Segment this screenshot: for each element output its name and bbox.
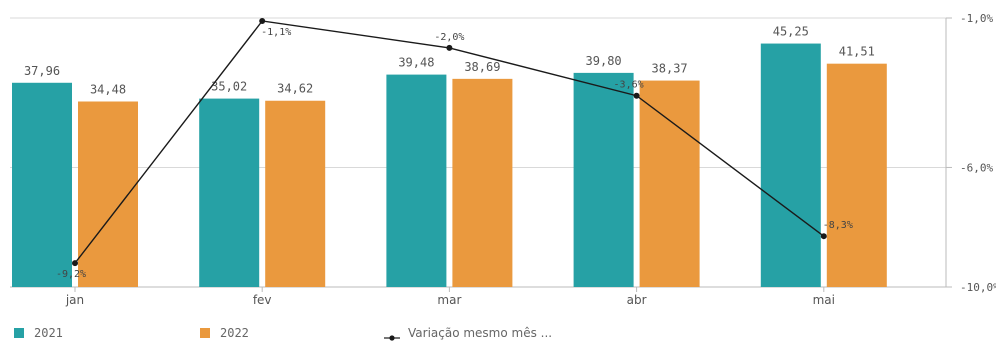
bar-2022-mar[interactable] xyxy=(452,78,513,287)
variation-point-label: -9,2% xyxy=(56,269,86,280)
variation-point-label: -3,6% xyxy=(614,80,644,91)
variation-polyline xyxy=(74,20,825,264)
axis-tick-label: -6,0% xyxy=(960,161,993,174)
legend-label-2022: 2022 xyxy=(220,326,249,340)
legend-label-variation: Variação mesmo mês ... xyxy=(408,326,553,340)
bar-value-label: 35,02 xyxy=(211,80,247,94)
legend-item-2021[interactable]: 2021 xyxy=(14,326,63,340)
legend-swatch-2021 xyxy=(14,328,24,338)
bar-2022-mai[interactable] xyxy=(826,63,887,287)
variation-point-mar[interactable] xyxy=(446,44,453,51)
category-label-mai: mai xyxy=(813,293,835,307)
bar-2021-mai[interactable] xyxy=(760,43,821,288)
bar-2021-jan[interactable] xyxy=(12,82,72,287)
legend: 2021 2022 Variação mesmo mês ... xyxy=(14,326,994,346)
variation-line: -9,2% -1,1% -2,0% -3,6% -8,3% xyxy=(56,17,853,280)
variation-point-label: -1,1% xyxy=(261,27,291,38)
variation-point-fev[interactable] xyxy=(259,17,266,24)
bar-2021-mar[interactable] xyxy=(386,74,447,288)
bar-value-label: 38,69 xyxy=(464,60,500,74)
legend-item-2022[interactable]: 2022 xyxy=(200,326,249,340)
variation-point-mai[interactable] xyxy=(820,233,827,240)
legend-swatch-2022 xyxy=(200,328,210,338)
bar-2022-fev[interactable] xyxy=(265,100,326,287)
bar-value-label: 39,48 xyxy=(398,56,434,70)
axis-tick-label: -1,0% xyxy=(960,12,993,25)
category-label-mar: mar xyxy=(437,293,461,307)
bar-value-label: 45,25 xyxy=(773,25,809,39)
bar-2021-fev[interactable] xyxy=(199,98,260,287)
bars xyxy=(12,43,887,288)
category-label-fev: fev xyxy=(253,293,272,307)
axis-tick-label: -10,0% xyxy=(960,281,996,294)
right-axis: -1,0% -6,0% -10,0% xyxy=(945,12,996,294)
legend-item-variation[interactable]: Variação mesmo mês ... xyxy=(384,326,553,341)
bar-value-label: 34,48 xyxy=(90,82,126,96)
bar-2022-abr[interactable] xyxy=(639,80,700,287)
line-marker-icon xyxy=(384,328,400,341)
bar-value-label: 38,37 xyxy=(652,62,688,76)
bar-2021-abr[interactable] xyxy=(573,72,634,287)
variation-point-jan[interactable] xyxy=(72,260,78,267)
bar-value-label: 34,62 xyxy=(277,82,313,96)
legend-label-2021: 2021 xyxy=(34,326,63,340)
variation-point-label: -8,3% xyxy=(823,220,853,231)
variation-point-label: -2,0% xyxy=(434,32,464,43)
category-label-abr: abr xyxy=(627,293,647,307)
variation-point-abr[interactable] xyxy=(633,92,640,99)
bar-value-labels: 37,96 34,48 35,02 34,62 39,48 38,69 39,80 38,37… xyxy=(24,25,875,97)
bar-value-label: 41,51 xyxy=(839,45,875,59)
bar-value-label: 37,96 xyxy=(24,64,60,78)
category-label-jan: jan xyxy=(65,293,84,307)
bar-value-label: 39,80 xyxy=(586,54,622,68)
category-axis: jan fev mar abr mai xyxy=(65,287,835,307)
